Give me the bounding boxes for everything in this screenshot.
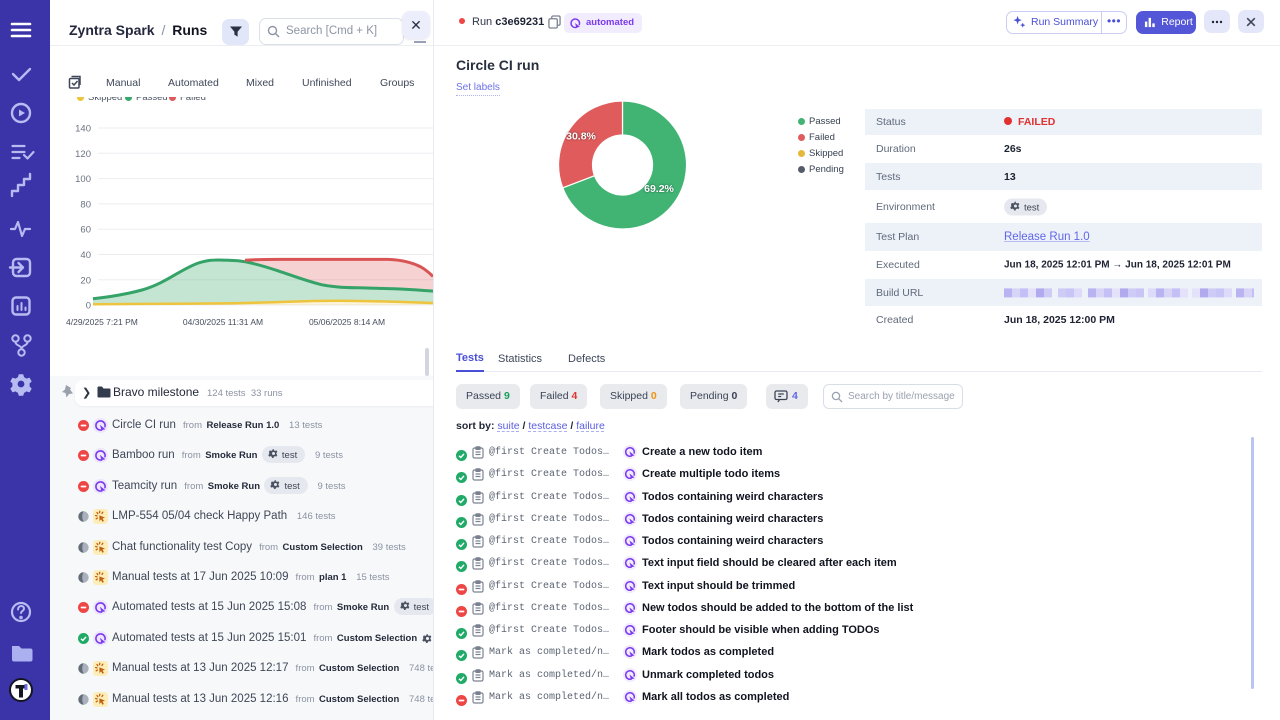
svg-text:04/30/2025 11:31 AM: 04/30/2025 11:31 AM <box>183 317 263 327</box>
svg-text:80: 80 <box>80 199 91 210</box>
svg-text:60: 60 <box>80 225 91 236</box>
svg-text:40: 40 <box>80 250 91 261</box>
svg-text:69.2%: 69.2% <box>644 183 674 195</box>
svg-text:140: 140 <box>75 124 91 135</box>
svg-text:20: 20 <box>80 275 91 286</box>
svg-text:30.8%: 30.8% <box>566 131 596 143</box>
svg-text:4/29/2025 7:21 PM: 4/29/2025 7:21 PM <box>66 317 138 327</box>
svg-text:100: 100 <box>75 174 91 185</box>
svg-text:120: 120 <box>75 149 91 160</box>
svg-text:05/06/2025 8:14 AM: 05/06/2025 8:14 AM <box>309 317 385 327</box>
svg-text:0: 0 <box>86 301 91 312</box>
